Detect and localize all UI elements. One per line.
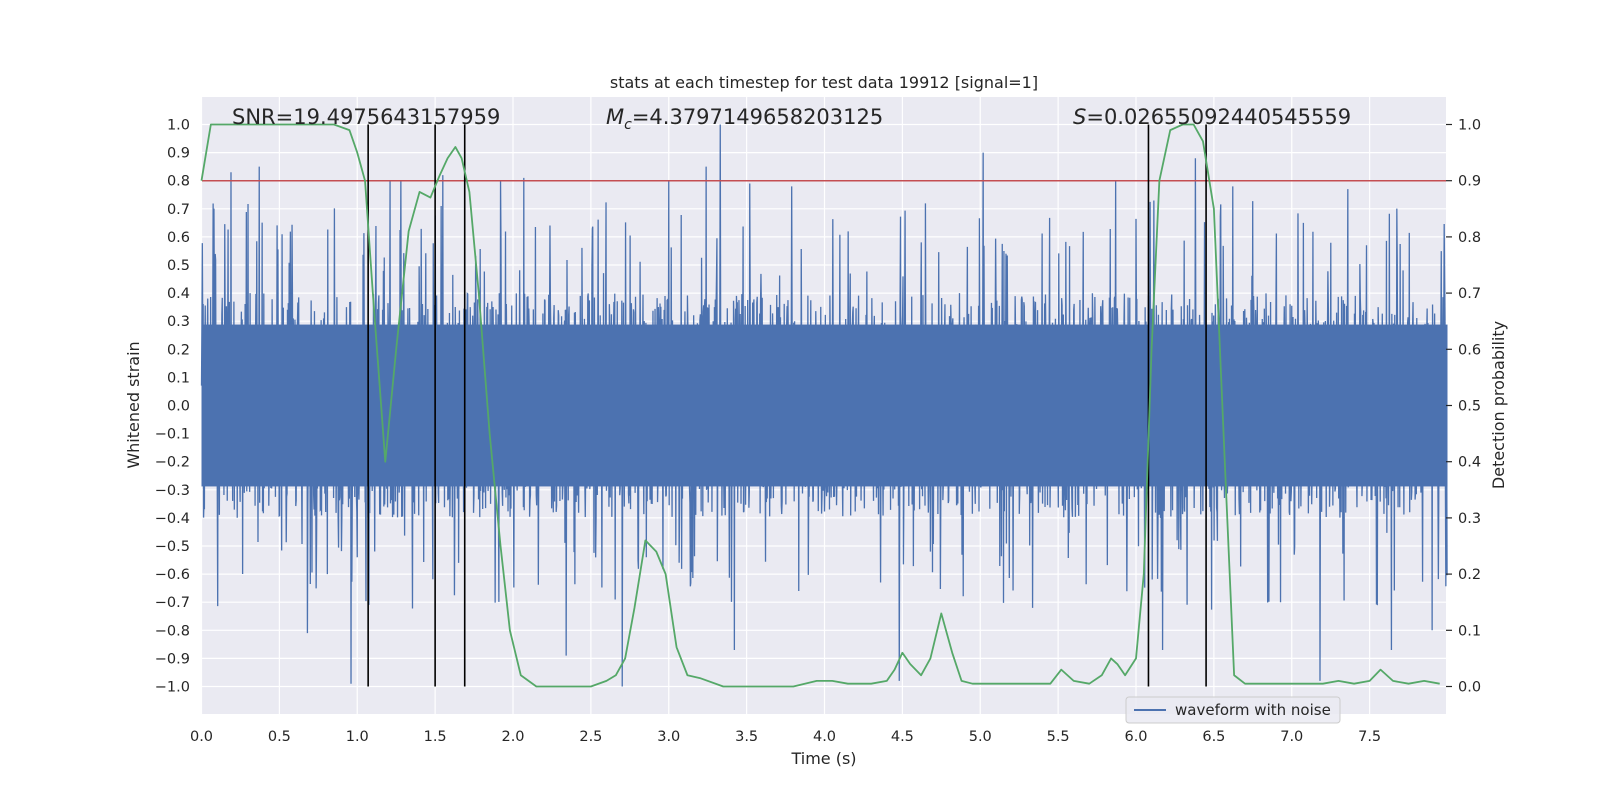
y-tick-label-right: 0.2: [1458, 567, 1481, 583]
x-tick-label: 3.0: [657, 729, 680, 745]
y-tick-label-left: 0.6: [167, 230, 190, 246]
y-tick-label-left: 0.0: [167, 399, 190, 415]
y-tick-label-left: 0.5: [167, 258, 190, 274]
y-tick-label-right: 0.0: [1458, 680, 1481, 696]
s-symbol: S: [1073, 105, 1086, 129]
y-tick-label-left: 0.2: [167, 342, 190, 358]
y-tick-label-left: −0.1: [155, 427, 190, 443]
waveform-core-band: [201, 324, 1448, 487]
x-tick-label: 7.0: [1280, 729, 1303, 745]
y-tick-label-left: 0.4: [167, 286, 190, 302]
y-tick-label-left: −0.4: [155, 511, 190, 527]
y-tick-label-left: −0.8: [155, 623, 190, 639]
y-tick-label-left: −0.6: [155, 567, 190, 583]
legend-label-waveform: waveform with noise: [1175, 701, 1331, 719]
y-tick-label-left: −1.0: [155, 680, 190, 696]
y-tick-label-left: −0.7: [155, 595, 190, 611]
y-tick-label-right: 1.0: [1458, 118, 1481, 134]
x-tick-label: 4.5: [891, 729, 914, 745]
y-tick-label-left: 1.0: [167, 118, 190, 134]
x-tick-label: 5.5: [1047, 729, 1070, 745]
x-tick-label: 5.0: [969, 729, 992, 745]
y-tick-label-left: −0.3: [155, 483, 190, 499]
y-tick-label-right: 0.4: [1458, 455, 1481, 471]
y-tick-label-left: −0.2: [155, 455, 190, 471]
x-tick-label: 0.5: [268, 729, 291, 745]
y-axis-label-left: Whitened strain: [124, 341, 143, 468]
mc-symbol: M: [606, 105, 624, 129]
y-axis-right-ticks: 1.0 0.9 0.8 0.7 0.6 0.5 0.4 0.3 0.2 0.1 0.0: [1446, 118, 1481, 696]
mc-subscript: c: [624, 117, 632, 133]
y-tick-label-left: 0.1: [167, 370, 190, 386]
mc-annotation: Mc=4.3797149658203125: [606, 105, 883, 133]
x-tick-label: 7.5: [1358, 729, 1381, 745]
snr-annotation: SNR=19.4975643157959: [232, 105, 500, 129]
waveform-with-noise-series: [200, 124, 1448, 687]
y-tick-label-right: 0.1: [1458, 623, 1481, 639]
chart-title: stats at each timestep for test data 199…: [610, 73, 1038, 92]
x-axis-label: Time (s): [790, 749, 856, 768]
y-tick-label-left: 0.9: [167, 146, 190, 162]
y-tick-label-left: −0.5: [155, 539, 190, 555]
s-value: =0.02655092440545559: [1086, 105, 1351, 129]
x-tick-label: 2.5: [579, 729, 602, 745]
y-tick-label-left: −0.9: [155, 651, 190, 667]
legend-box: [1125, 696, 1341, 724]
y-tick-label-right: 0.6: [1458, 342, 1481, 358]
y-tick-label-right: 0.3: [1458, 511, 1481, 527]
y-tick-label-right: 0.8: [1458, 230, 1481, 246]
y-tick-label-right: 0.9: [1458, 174, 1481, 190]
legend: waveform with noise: [1125, 696, 1341, 724]
x-tick-label: 6.5: [1202, 729, 1225, 745]
detection-probability-series: [200, 123, 1440, 688]
x-tick-label: 1.5: [424, 729, 447, 745]
y-tick-label-left: 0.8: [167, 174, 190, 190]
mc-value: =4.3797149658203125: [632, 105, 883, 129]
x-tick-label: 3.5: [735, 729, 758, 745]
x-tick-label: 6.0: [1124, 729, 1147, 745]
x-tick-label: 1.0: [346, 729, 369, 745]
x-tick-label: 4.0: [813, 729, 836, 745]
s-annotation: S=0.02655092440545559: [1073, 105, 1351, 129]
y-tick-label-left: 0.3: [167, 314, 190, 330]
x-tick-label: 0.0: [190, 729, 213, 745]
detection-probability-line: [200, 123, 1440, 688]
y-axis-label-right: Detection probability: [1489, 321, 1508, 489]
y-axis-left-ticks: 1.0 0.9 0.8 0.7 0.6 0.5 0.4 0.3 0.2 0.1 0.0 −0.1 −0.…: [155, 118, 190, 696]
y-tick-label-left: 0.7: [167, 202, 190, 218]
y-tick-label-right: 0.5: [1458, 399, 1481, 415]
y-tick-label-right: 0.7: [1458, 286, 1481, 302]
x-tick-label: 2.0: [501, 729, 524, 745]
x-axis-ticks: 0.0 0.5 1.0 1.5 2.0 2.5 3.0 3.5 4.0 4.5 5.0 5.5 6.0 6…: [190, 729, 1381, 745]
